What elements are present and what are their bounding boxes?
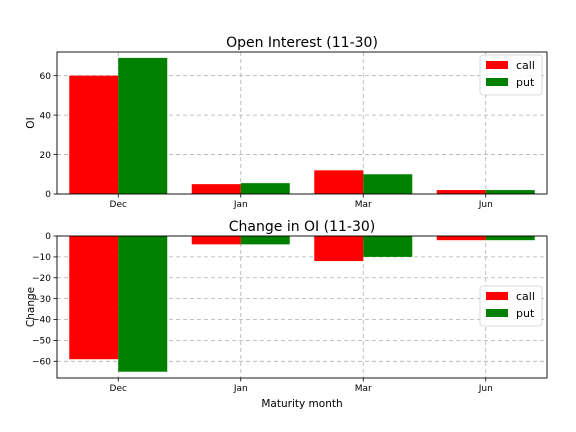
y-axis-label: OI: [25, 117, 37, 128]
x-tick-label-jun: Jun: [478, 200, 493, 210]
legend-label-put: put: [516, 307, 535, 320]
bar-put-mar: [363, 236, 413, 257]
y-tick-label: −20: [32, 274, 51, 284]
bar-put-mar: [363, 174, 413, 194]
x-tick-label-jan: Jan: [233, 200, 248, 210]
x-tick-label-jan: Jan: [233, 384, 248, 394]
x-tick-label-dec: Dec: [110, 384, 127, 394]
chart-title: Change in OI (11-30): [229, 219, 375, 235]
y-tick-label: 0: [45, 232, 51, 242]
y-tick-label: 40: [40, 111, 52, 121]
x-tick-label-jun: Jun: [478, 384, 493, 394]
bar-call-mar: [314, 170, 364, 194]
bar-put-jan: [240, 236, 290, 245]
legend-label-call: call: [516, 290, 535, 303]
x-tick-label-mar: Mar: [355, 384, 372, 394]
y-axis-label: Change: [25, 287, 37, 327]
y-tick-label: −30: [32, 295, 51, 305]
legend-swatch-put: [486, 78, 508, 86]
y-tick-label: 0: [45, 190, 51, 200]
bar-put-jun: [485, 190, 535, 194]
legend: call put: [479, 285, 543, 327]
bar-call-dec: [69, 75, 119, 194]
bar-call-jun: [436, 236, 486, 241]
bar-put-dec: [118, 236, 168, 372]
legend-swatch-call: [486, 292, 508, 300]
bar-call-mar: [314, 236, 364, 262]
axes-frame: [56, 51, 548, 195]
open-interest-plot: 0 20 40 60 Dec Jan Mar Jun Open Interest (11-30)…: [25, 35, 548, 210]
y-tick-label: −10: [32, 253, 51, 263]
bar-call-jun: [436, 190, 486, 194]
x-tick-label-mar: Mar: [355, 200, 372, 210]
y-tick-label: 20: [40, 151, 52, 161]
y-tick-label: −60: [32, 357, 51, 367]
y-tick-label: 60: [40, 72, 52, 82]
bar-put-dec: [118, 57, 168, 194]
bar-call-jan: [191, 236, 241, 245]
x-axis-label: Maturity month: [261, 398, 342, 410]
y-tick-label: −40: [32, 316, 51, 326]
legend-label-call: call: [516, 59, 535, 72]
bar-put-jan: [240, 183, 290, 194]
bar-call-jan: [191, 184, 241, 194]
legend-label-put: put: [516, 76, 535, 89]
chart-title: Open Interest (11-30): [226, 35, 378, 51]
axes-frame: [56, 235, 548, 379]
bar-put-jun: [485, 236, 535, 241]
x-tick-label-dec: Dec: [110, 200, 127, 210]
legend-swatch-call: [486, 61, 508, 69]
change-in-oi-plot: 0 −10 −20 −30 −40 −50 −60 Dec Jan Mar Jun Change in…: [25, 219, 548, 410]
legend-swatch-put: [486, 309, 508, 317]
legend: call put: [479, 54, 543, 96]
bar-call-dec: [69, 236, 119, 360]
y-tick-label: −50: [32, 337, 51, 347]
